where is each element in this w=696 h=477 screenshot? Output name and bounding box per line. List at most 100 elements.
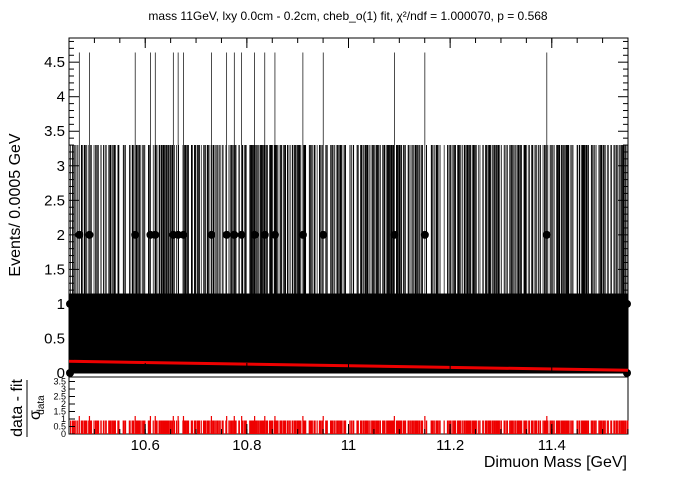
y-tick-label: 0.5 [44, 330, 65, 347]
pull-bar [300, 421, 301, 435]
data-point [251, 231, 259, 239]
pull-bar [285, 421, 286, 435]
pull-bar [176, 421, 177, 435]
pull-bar [169, 421, 170, 435]
pull-bar [281, 421, 282, 435]
pull-bar [409, 421, 410, 435]
pull-bar [413, 421, 414, 435]
pull-bar [130, 421, 131, 435]
pull-bar [437, 421, 438, 435]
pull-bar [188, 421, 189, 435]
pull-bar [411, 421, 412, 435]
pull-bar [101, 421, 102, 435]
pull-bar [159, 421, 160, 435]
y-tick-label: 4 [57, 89, 65, 106]
y-tick-label: 2 [57, 227, 65, 244]
data-point [421, 231, 429, 239]
y-axis-label: Events/ 0.0005 GeV [7, 133, 24, 277]
pull-bar [153, 421, 154, 435]
pull-bar [432, 421, 433, 435]
pull-bar [353, 421, 354, 435]
chart-title: mass 11GeV, lxy 0.0cm - 0.2cm, cheb_o(1)… [148, 9, 548, 23]
pull-bar [370, 421, 371, 435]
data-point [261, 231, 269, 239]
pull-bar [226, 416, 227, 434]
pull-bar [380, 421, 381, 435]
pull-bar [345, 421, 346, 435]
pull-bar [174, 421, 175, 435]
pull-bar [462, 421, 463, 435]
pull-bar [223, 421, 224, 435]
pull-bar [321, 421, 322, 435]
pull-bar [150, 416, 151, 434]
pull-bar [217, 421, 218, 435]
pull-bar [106, 421, 107, 435]
pull-bar [405, 421, 406, 435]
pull-bar [173, 416, 174, 434]
data-point [179, 231, 187, 239]
pull-bar [312, 421, 313, 435]
y-tick-label: 2.5 [44, 192, 65, 209]
pull-bar [277, 421, 278, 435]
pull-bar [228, 421, 229, 435]
y-tick-label: 1 [57, 296, 65, 313]
pull-bar [439, 421, 440, 435]
pull-bar [205, 421, 206, 435]
data-point [543, 231, 551, 239]
pull-bar [139, 421, 140, 435]
data-point [319, 231, 327, 239]
pull-bar [211, 421, 212, 435]
pull-bar [314, 421, 315, 435]
pull-bar [295, 421, 296, 435]
pull-bar [235, 421, 236, 435]
pull-bar [290, 421, 291, 435]
pull-bar [401, 421, 402, 435]
pull-bar [288, 421, 289, 435]
y-tick-label: 3.5 [44, 123, 65, 140]
pull-bar [465, 421, 466, 435]
pull-bar [444, 421, 445, 435]
pull-bar [209, 421, 210, 435]
data-point [223, 231, 231, 239]
data-point [207, 231, 215, 239]
pull-bar [412, 421, 413, 435]
pull-bar [361, 421, 362, 435]
pull-bar [91, 421, 92, 435]
pull-bar [86, 421, 87, 435]
pull-bar [156, 421, 157, 435]
pull-bar [438, 421, 439, 435]
pull-bar [125, 421, 126, 435]
pull-bar [422, 421, 423, 435]
pull-bar [242, 421, 243, 435]
pull-bar [133, 421, 134, 435]
pull-bar [215, 421, 216, 435]
pull-bar [256, 421, 257, 435]
pull-bar [199, 421, 200, 435]
pull-bar [208, 421, 209, 435]
pull-bar [70, 421, 71, 435]
pull-bar [460, 421, 461, 435]
pull-bar [219, 421, 220, 435]
pull-bar [75, 421, 76, 435]
pull-bar [447, 421, 448, 435]
pull-bar [96, 421, 97, 435]
data-point [238, 231, 246, 239]
pull-bar [470, 421, 471, 435]
pull-bar [287, 421, 288, 435]
pull-bar [103, 421, 104, 435]
pull-bar [258, 421, 259, 435]
pull-bar [334, 421, 335, 435]
pull-bar [239, 421, 240, 435]
data-point [151, 231, 159, 239]
data-point [299, 231, 307, 239]
pull-bar [115, 421, 116, 435]
pull-bar [333, 421, 334, 435]
pull-bar [98, 421, 99, 435]
pull-bar [192, 421, 193, 435]
pull-bar [419, 421, 420, 435]
pull-bar [350, 421, 351, 435]
pull-bar [394, 416, 395, 434]
data-point [85, 231, 93, 239]
